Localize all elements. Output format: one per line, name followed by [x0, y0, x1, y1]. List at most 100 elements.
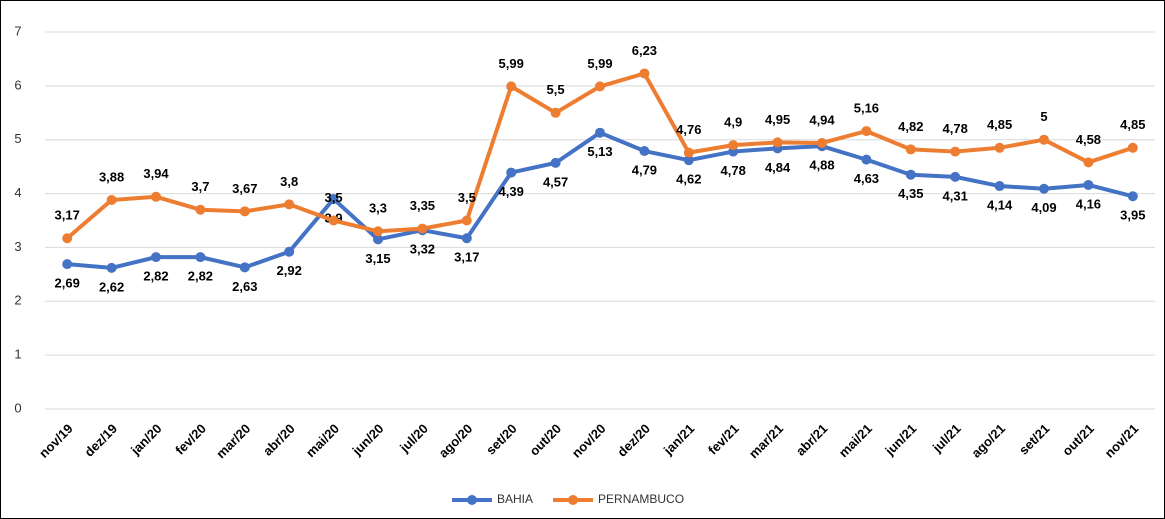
data-label: 4,09: [1031, 200, 1056, 215]
data-label: 3,5: [458, 190, 476, 205]
y-tick-label: 6: [14, 77, 21, 92]
data-label: 4,85: [987, 117, 1012, 132]
data-label: 3,7: [191, 179, 209, 194]
data-point: [328, 193, 339, 204]
data-label: 5,16: [854, 101, 879, 116]
data-label: 4,63: [854, 171, 879, 186]
legend-marker: [467, 495, 477, 505]
data-label: 4,76: [676, 122, 701, 137]
data-label: 4,78: [943, 121, 968, 136]
data-point: [905, 144, 916, 155]
data-point: [639, 146, 650, 157]
data-point: [683, 147, 694, 158]
legend-marker: [568, 495, 579, 505]
data-point: [328, 215, 339, 226]
data-label: 4,58: [1076, 132, 1101, 147]
data-point: [950, 146, 961, 157]
data-point: [106, 195, 117, 206]
y-tick-label: 1: [14, 347, 21, 362]
data-point: [195, 252, 206, 263]
y-tick-label: 3: [14, 239, 21, 254]
data-point: [1083, 179, 1094, 190]
data-label: 4,9: [724, 115, 742, 130]
data-point: [905, 169, 916, 180]
data-point: [550, 157, 561, 168]
data-point: [239, 206, 250, 217]
data-point: [1127, 142, 1138, 153]
data-point: [550, 107, 561, 118]
data-point: [195, 204, 206, 215]
data-label: 6,23: [632, 43, 657, 58]
data-label: 3,35: [410, 198, 435, 213]
data-label: 3,94: [143, 166, 169, 181]
data-label: 4,94: [809, 112, 835, 127]
data-point: [506, 81, 517, 92]
data-point: [284, 199, 295, 210]
data-label: 5: [1040, 109, 1047, 124]
data-point: [62, 233, 73, 244]
data-label: 3,67: [232, 181, 257, 196]
data-point: [861, 126, 872, 137]
data-point: [595, 127, 605, 138]
data-point: [861, 154, 872, 165]
data-label: 4,79: [632, 162, 657, 177]
data-point: [639, 68, 650, 79]
data-label: 3,5: [325, 190, 343, 205]
data-point: [772, 137, 783, 148]
data-point: [373, 234, 383, 245]
data-label: 3,95: [1120, 208, 1145, 223]
data-point: [239, 262, 250, 273]
data-point: [1127, 191, 1138, 202]
data-point: [1083, 157, 1094, 168]
data-label: 5,99: [587, 56, 612, 71]
data-label: 4,57: [543, 174, 568, 189]
y-tick-label: 0: [14, 400, 21, 415]
data-label: 5,13: [587, 144, 612, 159]
data-label: 5,99: [499, 56, 524, 71]
data-point: [62, 259, 73, 270]
y-tick-label: 7: [14, 23, 21, 38]
data-point: [595, 81, 605, 92]
data-point: [728, 140, 739, 151]
data-point: [106, 262, 117, 273]
data-label: 3,17: [55, 208, 80, 223]
data-point: [950, 171, 961, 182]
data-label: 2,63: [232, 279, 257, 294]
data-label: 2,62: [99, 279, 124, 294]
data-label: 2,82: [143, 269, 168, 284]
data-point: [1039, 134, 1049, 145]
data-label: 4,62: [676, 172, 701, 187]
data-label: 4,35: [898, 186, 923, 201]
data-point: [683, 155, 694, 166]
data-label: 4,82: [898, 119, 923, 134]
y-tick-label: 2: [14, 293, 21, 308]
data-point: [373, 226, 383, 237]
data-point: [284, 246, 295, 257]
legend-label: PERNAMBUCO: [598, 492, 684, 506]
data-point: [994, 142, 1005, 153]
y-tick-label: 5: [14, 131, 21, 146]
data-label: 4,85: [1120, 117, 1145, 132]
data-label: 2,82: [188, 269, 213, 284]
data-label: 3,15: [365, 251, 390, 266]
legend-label: BAHIA: [497, 492, 533, 506]
data-point: [151, 191, 161, 202]
data-label: 4,95: [765, 112, 790, 127]
data-label: 3,88: [99, 169, 124, 184]
data-label: 3,8: [280, 174, 298, 189]
data-label: 2,92: [277, 263, 302, 278]
data-point: [994, 181, 1005, 192]
data-label: 4,84: [765, 160, 791, 175]
data-point: [817, 137, 827, 148]
data-label: 4,88: [809, 158, 834, 173]
data-point: [461, 215, 472, 226]
data-point: [461, 233, 472, 244]
data-label: 3,3: [369, 201, 387, 216]
data-point: [417, 223, 428, 234]
data-label: 4,39: [499, 184, 524, 199]
data-label: 3,17: [454, 250, 479, 265]
data-label: 4,31: [943, 188, 968, 203]
data-label: 5,5: [547, 82, 565, 97]
data-label: 4,78: [721, 163, 746, 178]
